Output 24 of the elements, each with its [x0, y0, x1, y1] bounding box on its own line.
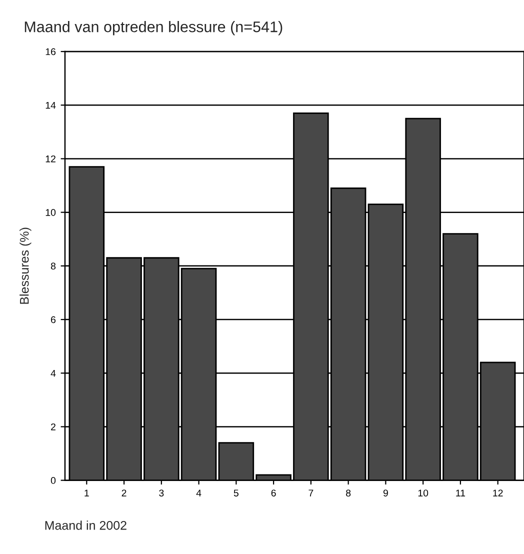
x-tick-label: 11 [456, 490, 466, 496]
x-tick-label: 5 [234, 490, 238, 496]
x-tick-label: 1 [84, 490, 89, 496]
x-tick-label: 3 [159, 490, 164, 496]
y-tick-label: 16 [46, 48, 56, 56]
x-tick-label: 6 [271, 490, 276, 496]
y-tick-label: 8 [50, 262, 56, 270]
x-tick-label: 4 [196, 490, 202, 496]
y-axis-title: Blessures (%) [20, 228, 32, 304]
y-tick-label: 10 [46, 209, 56, 216]
x-tick-label: 12 [493, 490, 503, 496]
y-tick-label: 6 [51, 316, 56, 324]
y-tick-label: 2 [51, 423, 56, 430]
x-tick-label: 10 [418, 490, 428, 496]
x-tick-label: 8 [346, 490, 351, 496]
y-tick-label: 0 [50, 477, 56, 484]
y-tick-label: 12 [46, 155, 56, 162]
y-tick-label: 4 [50, 370, 56, 377]
x-tick-label: 2 [122, 490, 126, 496]
x-axis-title: Maand in 2002 [45, 520, 126, 530]
x-tick-label: 7 [308, 490, 314, 496]
chart-title: Maand van optreden blessure (n=541) [24, 21, 282, 36]
x-tick-label: 9 [383, 490, 388, 496]
y-tick-label: 14 [46, 102, 56, 109]
